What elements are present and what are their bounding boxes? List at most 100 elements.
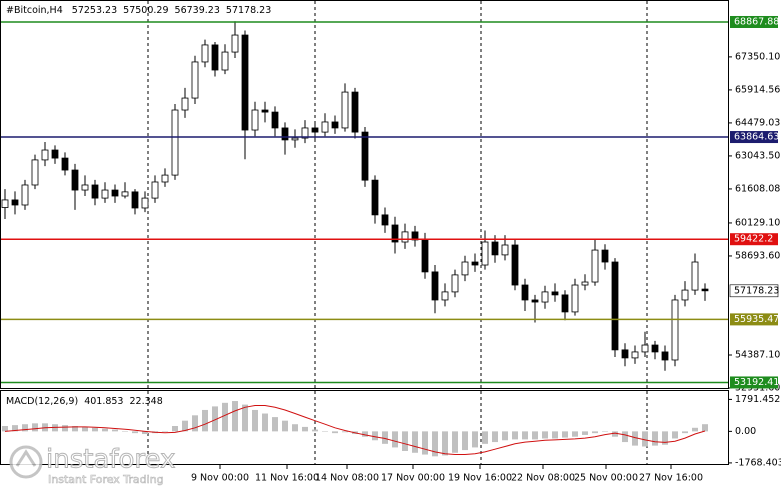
candle-body: [621, 349, 629, 359]
candle-body: [641, 344, 649, 353]
candle-body: [351, 91, 359, 133]
macd-bar: [692, 427, 698, 432]
candle-body: [341, 91, 349, 129]
macd-bar: [642, 431, 648, 447]
macd-bar: [112, 429, 118, 432]
macd-bar: [492, 431, 498, 443]
x-tick-label: 14 Nov 08:00: [315, 473, 379, 484]
macd-bar: [22, 424, 28, 432]
macd-bar: [652, 431, 658, 446]
macd-bar: [702, 424, 708, 432]
x-tick-label: 11 Nov 16:00: [255, 473, 319, 484]
macd-bar: [202, 409, 208, 432]
watermark-tagline: Instant Forex Trading: [48, 473, 164, 486]
macd-bar: [122, 431, 128, 432]
macd-bar: [182, 420, 188, 432]
candle-body: [161, 174, 169, 183]
macd-bar: [252, 409, 258, 432]
macd-bar: [2, 426, 8, 432]
macd-bar: [222, 402, 228, 432]
candle-body: [291, 137, 299, 141]
candle-body: [251, 109, 259, 131]
candle-body: [611, 261, 619, 351]
candle-body: [601, 249, 609, 263]
candle-body: [681, 289, 689, 301]
macd-bar: [402, 431, 408, 451]
candle-body: [521, 284, 529, 301]
macd-bar: [142, 431, 148, 435]
level-label-box: [730, 313, 778, 326]
candle-body: [541, 291, 549, 303]
candle-body: [401, 231, 409, 243]
candle-body: [551, 291, 559, 296]
candle-body: [361, 131, 369, 181]
macd-bar: [512, 431, 518, 440]
candle-body: [491, 241, 499, 256]
macd-bar: [242, 404, 248, 432]
y-tick-label: 65914.56: [735, 84, 780, 95]
macd-bar: [272, 417, 278, 432]
macd-bar: [672, 431, 678, 439]
macd-bar: [462, 431, 468, 451]
macd-bar: [362, 431, 368, 437]
macd-bar: [102, 428, 108, 432]
macd-bar: [322, 431, 328, 432]
macd-bar: [62, 425, 68, 432]
candle-body: [41, 149, 49, 161]
macd-y-tick-label: -1768.403: [735, 457, 781, 468]
level-label: 59422.2: [734, 234, 773, 245]
watermark-logo: [9, 445, 43, 479]
macd-signal-line: [4, 405, 706, 455]
candle-body: [101, 189, 109, 199]
y-tick-label: 67350.10: [735, 51, 780, 62]
candle-body: [211, 44, 219, 71]
macd-bar: [412, 431, 418, 453]
level-label-box: [730, 15, 778, 28]
candle-body: [511, 244, 519, 286]
candle-body: [671, 299, 679, 361]
candle-body: [631, 351, 639, 359]
macd-bar: [302, 426, 308, 432]
candle-body: [61, 157, 69, 171]
macd-bar: [172, 426, 178, 432]
watermark-logo: [15, 449, 37, 467]
candle-body: [221, 51, 229, 71]
macd-bar: [592, 431, 598, 434]
macd-bar: [662, 431, 668, 445]
candle-body: [431, 271, 439, 301]
candle-body: [91, 184, 99, 199]
macd-bar: [612, 431, 618, 437]
macd-bar: [392, 431, 398, 448]
candle-body: [311, 127, 319, 133]
macd-bar: [602, 431, 608, 432]
y-tick-label: 60129.10: [735, 217, 780, 228]
candle-body: [331, 121, 339, 129]
macd-panel-frame: [0, 390, 729, 465]
macd-bar: [472, 431, 478, 448]
candle-body: [371, 179, 379, 216]
candle-body: [571, 284, 579, 313]
candle-body: [281, 127, 289, 141]
macd-bar: [572, 431, 578, 437]
macd-bar: [82, 426, 88, 432]
y-tick-label: 58693.60: [735, 250, 780, 261]
macd-bar: [452, 431, 458, 453]
level-label-box: [730, 131, 778, 144]
candle-body: [441, 291, 449, 301]
watermark-brand: instaforex: [46, 445, 175, 475]
candle-body: [321, 121, 329, 133]
macd-bar: [532, 431, 538, 440]
level-label: 68867.88: [734, 16, 779, 27]
candle-body: [651, 344, 659, 353]
plot-layer: 67350.10 65914.56 64479.03 63043.50 61608.08…: [1, 15, 781, 484]
candle-body: [581, 281, 589, 286]
macd-bar: [502, 431, 508, 441]
candle-body: [301, 127, 309, 139]
candle-body: [391, 224, 399, 243]
candle-body: [261, 109, 269, 113]
macd-bar: [12, 425, 18, 432]
candle-body: [191, 61, 199, 99]
candle-body: [11, 199, 19, 206]
macd-y-tick-label: 0.00: [735, 426, 756, 437]
